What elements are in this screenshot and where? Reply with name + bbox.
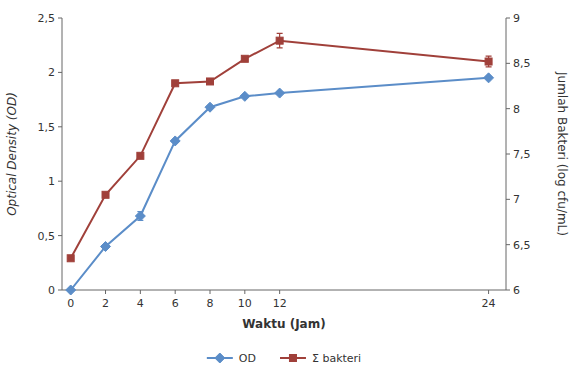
y2-tick <box>506 290 510 291</box>
legend-marker <box>289 355 296 362</box>
y-tick <box>58 235 62 236</box>
x-tick <box>279 290 280 294</box>
y-tick-label: 0 <box>48 284 55 297</box>
point <box>207 78 214 85</box>
y-tick-label: 0,5 <box>38 230 56 243</box>
x-tick-label: 2 <box>102 297 109 310</box>
y-tick <box>58 290 62 291</box>
legend-item: OD <box>207 352 256 365</box>
x-tick-label: 0 <box>67 297 74 310</box>
point <box>102 191 109 198</box>
series-line <box>71 41 489 259</box>
point <box>485 58 492 65</box>
legend-item: Σ bakteri <box>280 352 361 365</box>
y-tick <box>58 18 62 19</box>
x-tick <box>175 290 176 294</box>
y2-tick-label: 7 <box>513 193 520 206</box>
point <box>66 285 76 295</box>
error-bar <box>486 56 492 67</box>
x-tick-label: 8 <box>207 297 214 310</box>
x-tick <box>210 290 211 294</box>
point <box>205 102 215 112</box>
x-tick-label: 10 <box>238 297 252 310</box>
point <box>275 88 285 98</box>
point <box>484 73 494 83</box>
point <box>240 91 250 101</box>
y-tick <box>58 72 62 73</box>
y2-tick <box>506 108 510 109</box>
y2-tick-label: 7,5 <box>513 148 531 161</box>
y2-tick <box>506 199 510 200</box>
x-tick <box>140 290 141 294</box>
y2-axis-label: Jumlah Bakteri (log cfu/mL) <box>555 71 569 236</box>
y2-tick-label: 8 <box>513 103 520 116</box>
y-tick-label: 1,5 <box>38 121 56 134</box>
x-tick-label: 24 <box>482 297 496 310</box>
chart: 0246810122400,511,522,566,577,588,59Wakt… <box>0 0 572 372</box>
y-tick-label: 1 <box>48 175 55 188</box>
point <box>67 255 74 262</box>
legend-marker <box>215 353 225 363</box>
y2-tick <box>506 244 510 245</box>
point <box>276 37 283 44</box>
y2-tick-label: 9 <box>513 12 520 25</box>
y-tick-label: 2 <box>48 66 55 79</box>
point <box>172 80 179 87</box>
y-axis-label: Optical Density (OD) <box>5 92 19 216</box>
x-axis-line <box>62 290 506 291</box>
x-tick-label: 4 <box>137 297 144 310</box>
x-tick <box>105 290 106 294</box>
x-tick <box>244 290 245 294</box>
legend: OD Σ bakteri <box>207 352 361 365</box>
markers <box>66 37 494 295</box>
y2-tick-label: 8,5 <box>513 57 531 70</box>
x-axis-label: Waktu (Jam) <box>242 317 325 331</box>
point <box>135 211 145 221</box>
x-tick <box>488 290 489 294</box>
legend-label: Σ bakteri <box>312 352 361 365</box>
y2-tick <box>506 18 510 19</box>
y-tick-label: 2,5 <box>38 12 56 25</box>
x-tick-label: 12 <box>273 297 287 310</box>
y2-tick-label: 6 <box>513 284 520 297</box>
y-axis-line <box>62 18 63 290</box>
y2-tick <box>506 154 510 155</box>
y-tick <box>58 181 62 182</box>
point <box>241 55 248 62</box>
y2-tick <box>506 63 510 64</box>
point <box>101 241 111 251</box>
point <box>170 136 180 146</box>
plot-area <box>68 33 492 290</box>
y2-tick-label: 6,5 <box>513 239 531 252</box>
point <box>137 152 144 159</box>
legend-label: OD <box>239 352 256 365</box>
x-tick-label: 6 <box>172 297 179 310</box>
error-bar <box>277 33 283 48</box>
series-line <box>71 78 489 290</box>
y-tick <box>58 126 62 127</box>
